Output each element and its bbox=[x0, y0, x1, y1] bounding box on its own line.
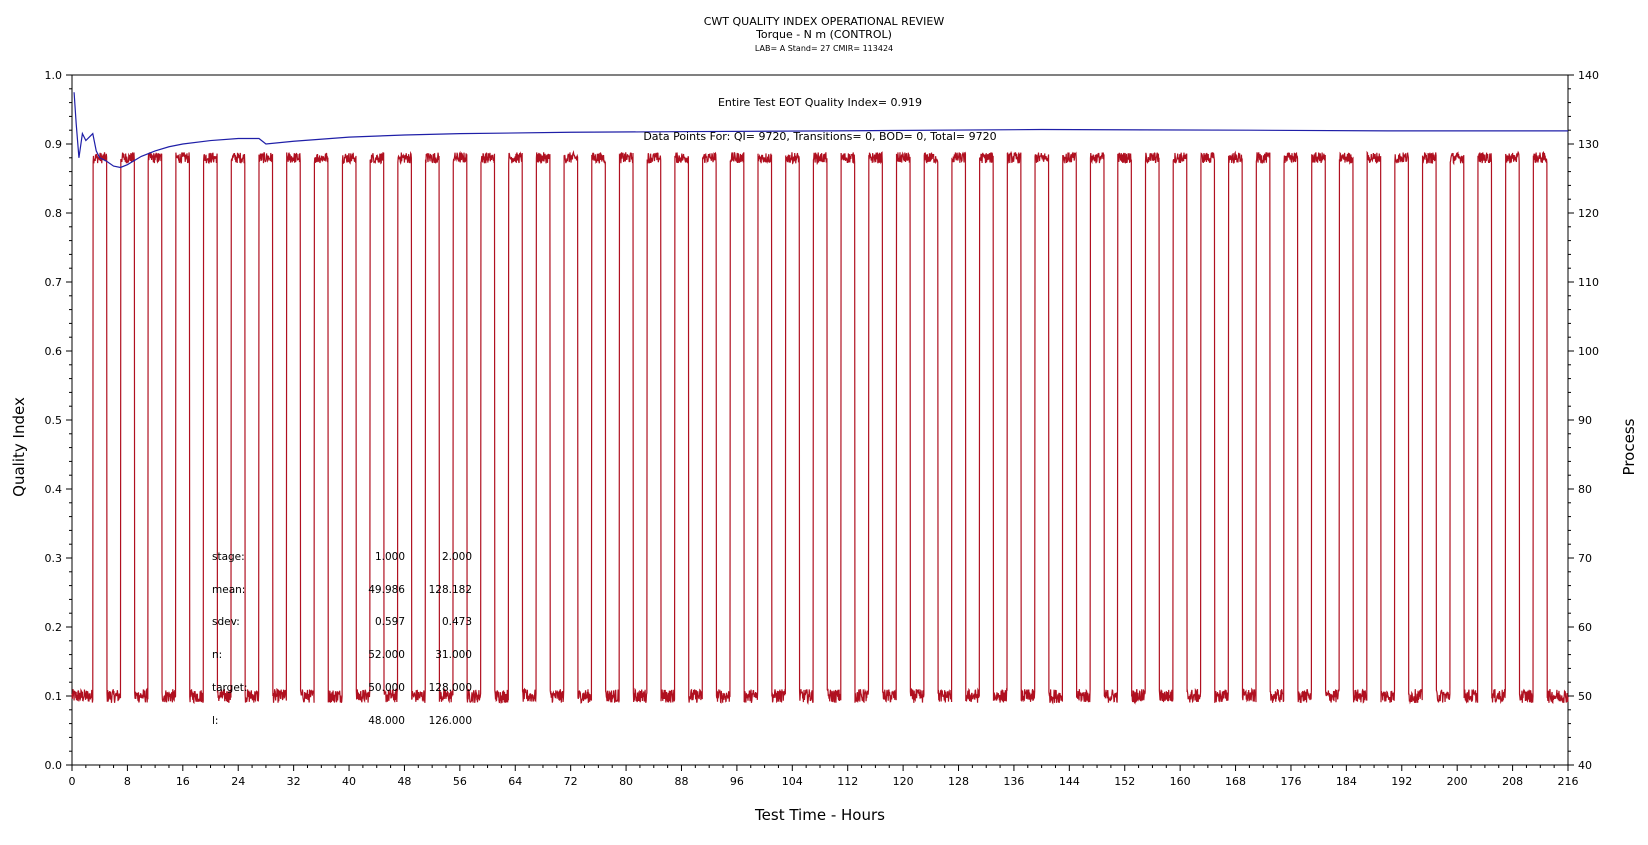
y-tick-label: 0.4 bbox=[45, 483, 63, 496]
y-tick-label: 0.8 bbox=[45, 207, 63, 220]
x-tick-label: 160 bbox=[1170, 775, 1191, 788]
y2-tick-label: 130 bbox=[1578, 138, 1599, 151]
x-tick-label: 184 bbox=[1336, 775, 1357, 788]
stats-row-stage1: 48.000 bbox=[368, 715, 405, 727]
x-tick-label: 48 bbox=[397, 775, 411, 788]
x-tick-label: 24 bbox=[231, 775, 245, 788]
x-tick-label: 168 bbox=[1225, 775, 1246, 788]
stats-row-stage1: 49.986 bbox=[368, 584, 405, 596]
y2-tick-label: 40 bbox=[1578, 759, 1592, 772]
y-tick-label: 0.0 bbox=[45, 759, 63, 772]
x-tick-label: 112 bbox=[837, 775, 858, 788]
y-tick-label: 0.3 bbox=[45, 552, 63, 565]
chart-subsubtitle: LAB= A Stand= 27 CMIR= 113424 bbox=[755, 44, 893, 53]
x-tick-label: 120 bbox=[893, 775, 914, 788]
stats-row-stage2: 31.000 bbox=[435, 649, 472, 661]
chart-subtitle: Torque - N m (CONTROL) bbox=[755, 28, 892, 41]
y-tick-label: 0.9 bbox=[45, 138, 63, 151]
left-axis: 0.0 0.1 0.2 0.3 0.4 0.5 0.6 0.7 0.8 0.9 1.0 bbox=[45, 69, 72, 772]
stats-row-stage2: 0.473 bbox=[442, 616, 472, 628]
process-series bbox=[71, 149, 1569, 706]
x-tick-label: 136 bbox=[1003, 775, 1024, 788]
x-tick-label: 144 bbox=[1059, 775, 1080, 788]
stats-row-label: target: bbox=[212, 682, 247, 694]
y2-tick-label: 100 bbox=[1578, 345, 1599, 358]
stats-row-label: stage: bbox=[212, 551, 245, 563]
y2-axis-label: Process bbox=[1620, 418, 1638, 475]
x-tick-label: 80 bbox=[619, 775, 633, 788]
x-tick-label: 40 bbox=[342, 775, 356, 788]
chart-title: CWT QUALITY INDEX OPERATIONAL REVIEW bbox=[704, 15, 945, 28]
y-tick-label: 0.6 bbox=[45, 345, 63, 358]
x-tick-label: 208 bbox=[1502, 775, 1523, 788]
stats-row-stage1: 1.000 bbox=[375, 551, 405, 563]
x-tick-label: 0 bbox=[69, 775, 76, 788]
x-tick-label: 200 bbox=[1447, 775, 1468, 788]
x-tick-label: 72 bbox=[564, 775, 578, 788]
y-tick-label: 0.2 bbox=[45, 621, 63, 634]
y-tick-label: 1.0 bbox=[45, 69, 63, 82]
annotation-data-points: Data Points For: QI= 9720, Transitions= … bbox=[643, 130, 996, 143]
y2-tick-label: 80 bbox=[1578, 483, 1592, 496]
x-tick-label: 8 bbox=[124, 775, 131, 788]
x-tick-label: 192 bbox=[1391, 775, 1412, 788]
stats-row-label: n: bbox=[212, 649, 222, 661]
x-tick-label: 56 bbox=[453, 775, 467, 788]
x-tick-label: 16 bbox=[176, 775, 190, 788]
y-tick-label: 0.5 bbox=[45, 414, 63, 427]
stats-row-stage2: 2.000 bbox=[442, 551, 472, 563]
y2-tick-label: 110 bbox=[1578, 276, 1599, 289]
stats-table: stage: 1.000 2.000 mean: 49.986 128.182 sdev: 0… bbox=[212, 551, 472, 727]
y2-tick-label: 120 bbox=[1578, 207, 1599, 220]
x-tick-label: 96 bbox=[730, 775, 744, 788]
y-tick-label: 0.7 bbox=[45, 276, 63, 289]
stats-row-label: sdev: bbox=[212, 616, 240, 628]
y2-tick-label: 60 bbox=[1578, 621, 1592, 634]
x-tick-label: 32 bbox=[287, 775, 301, 788]
stats-row-label: l: bbox=[212, 715, 218, 727]
y2-tick-label: 140 bbox=[1578, 69, 1599, 82]
y2-tick-label: 70 bbox=[1578, 552, 1592, 565]
stats-row-stage1: 52.000 bbox=[368, 649, 405, 661]
plot-frame bbox=[71, 74, 1569, 766]
right-axis: 40 50 60 70 80 90 100 110 120 130 140 bbox=[1568, 69, 1599, 772]
x-axis: 0 8 16 24 32 40 48 56 64 72 80 88 96 104 112 120 128 136 1… bbox=[69, 765, 1579, 788]
stats-row-stage2: 126.000 bbox=[429, 715, 472, 727]
stats-row-label: mean: bbox=[212, 584, 245, 596]
x-tick-label: 88 bbox=[674, 775, 688, 788]
y-axis-label: Quality Index bbox=[10, 397, 28, 497]
stats-row-stage2: 128.000 bbox=[429, 682, 472, 694]
x-tick-label: 64 bbox=[508, 775, 522, 788]
annotation-eot-quality-index: Entire Test EOT Quality Index= 0.919 bbox=[718, 96, 922, 109]
x-tick-label: 104 bbox=[782, 775, 803, 788]
process-line bbox=[71, 149, 1569, 706]
x-tick-label: 176 bbox=[1280, 775, 1301, 788]
x-tick-label: 128 bbox=[948, 775, 969, 788]
x-tick-label: 152 bbox=[1114, 775, 1135, 788]
quality-index-series bbox=[73, 92, 1568, 169]
x-axis-label: Test Time - Hours bbox=[754, 806, 885, 824]
stats-row-stage1: 50.000 bbox=[368, 682, 405, 694]
x-tick-label: 216 bbox=[1558, 775, 1579, 788]
stats-row-stage1: 0.597 bbox=[375, 616, 405, 628]
y-tick-label: 0.1 bbox=[45, 690, 63, 703]
stats-row-stage2: 128.182 bbox=[429, 584, 472, 596]
y2-tick-label: 90 bbox=[1578, 414, 1592, 427]
y2-tick-label: 50 bbox=[1578, 690, 1592, 703]
quality-index-line bbox=[73, 92, 1568, 169]
